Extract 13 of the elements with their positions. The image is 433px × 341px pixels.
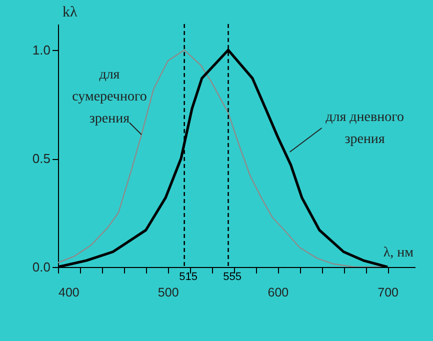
annotation: для дневного зрения [326, 110, 404, 148]
x-tick-label: 600 [268, 286, 289, 300]
y-tick-label: 1.0 [32, 42, 50, 58]
x-axis-title: λ, нм [383, 246, 414, 260]
x-tick-label: 400 [58, 286, 80, 300]
annotation: для сумеречного зрения [72, 68, 147, 127]
x-tick-label: 500 [158, 286, 179, 300]
ref-line-label: 555 [223, 271, 242, 283]
y-tick-label: 0.0 [32, 260, 50, 274]
x-tick-label: 700 [378, 286, 399, 300]
ref-line-label: 515 [179, 271, 198, 283]
y-axis-title: kλ [62, 4, 78, 20]
y-tick-label: 0.5 [32, 151, 50, 166]
